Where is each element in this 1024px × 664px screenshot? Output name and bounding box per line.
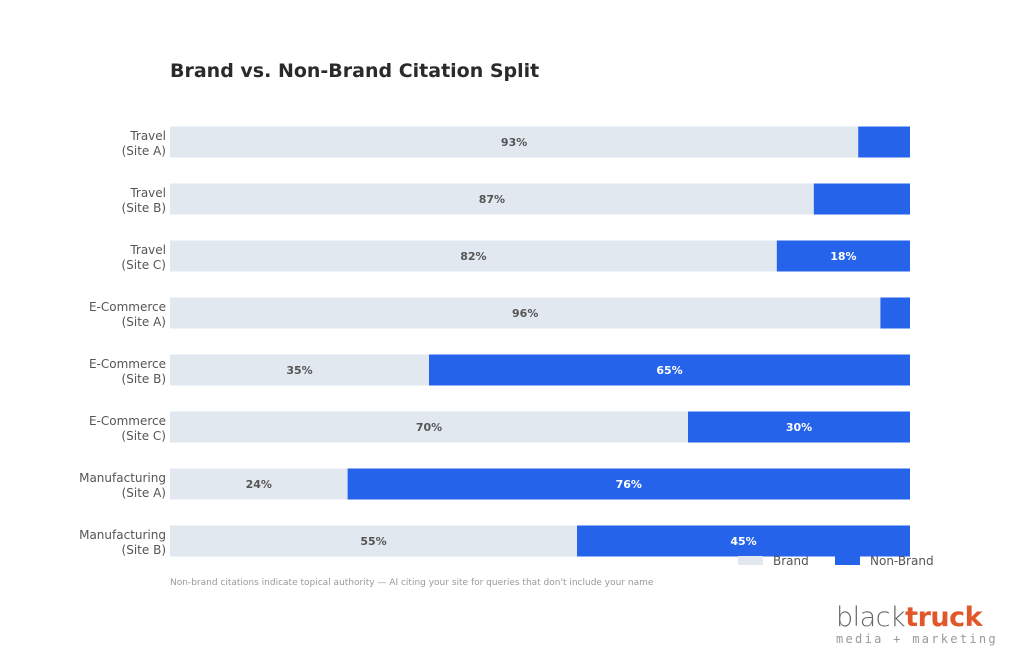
chart-title: Brand vs. Non-Brand Citation Split [170,60,540,82]
legend-swatch [835,556,860,565]
legend-swatch [738,556,763,565]
blacktruck-logo: blacktruck media + marketing [836,602,998,647]
bar-non-brand [776,240,910,272]
bar-brand [170,297,881,329]
data-label: 96% [512,307,538,320]
bar-non-brand [577,525,910,557]
logo-tagline: media + marketing [836,632,998,646]
data-label: 70% [416,421,442,434]
bar-brand [170,354,429,386]
bar-brand [170,468,348,500]
category-label: E-Commerce (Site C) [89,414,166,443]
data-label: 93% [501,136,527,149]
bar-non-brand [858,126,910,158]
bar-non-brand [347,468,911,500]
data-label: 55% [360,535,386,548]
data-label: 65% [656,364,682,377]
bar-brand [170,240,777,272]
category-label: Travel (Site C) [121,243,166,272]
data-label: 76% [616,478,642,491]
legend-label: Brand [773,554,809,568]
bar-brand [170,126,859,158]
bar-non-brand [880,297,910,329]
bar-brand [170,411,688,443]
category-label: E-Commerce (Site A) [89,300,166,329]
category-label: Manufacturing (Site A) [79,471,166,500]
bar-non-brand [429,354,910,386]
category-label: Travel (Site B) [122,186,166,215]
data-label: 45% [730,535,756,548]
data-label: 82% [460,250,486,263]
category-label: Travel (Site A) [122,129,166,158]
category-label: E-Commerce (Site B) [89,357,166,386]
data-label: 87% [479,193,505,206]
data-label: 24% [246,478,272,491]
bar-non-brand [813,183,910,215]
legend-label: Non-Brand [870,554,934,568]
logo-truck: truck [905,602,983,633]
data-label: 35% [286,364,312,377]
category-label: Manufacturing (Site B) [79,528,166,557]
chart-annotation: Non-brand citations indicate topical aut… [170,578,654,588]
bar-non-brand [688,411,910,443]
data-label: 18% [830,250,856,263]
bar-brand [170,183,814,215]
logo-black: black [836,602,906,633]
bar-brand [170,525,577,557]
data-label: 30% [786,421,812,434]
